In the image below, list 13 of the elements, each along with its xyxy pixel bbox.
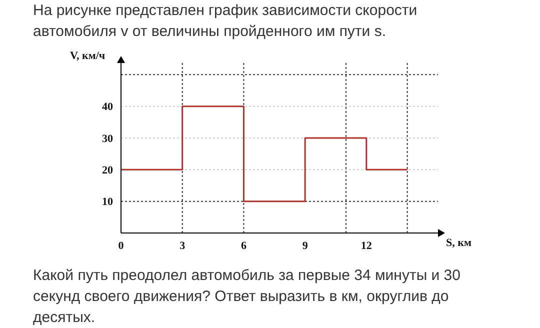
y-tick-label: 30: [102, 132, 114, 145]
y-tick-label: 10: [102, 196, 114, 208]
x-tick-label: 3: [180, 240, 186, 252]
y-tick-label: 20: [102, 164, 114, 177]
y-axis-title: V, км/ч: [70, 50, 106, 62]
chart-title: На рисунке представлен график зависимости скорости автомобиля v от величины пройденного им пути s.: [33, 1, 418, 42]
x-tick-label: 12: [360, 240, 372, 252]
x-axis-title: S, км: [446, 237, 472, 249]
text: Какой путь преодолел автомобиль за первые 34 минуты и 30 секунд своего движения? Ответ выразить в км, округлив до десятых.: [33, 266, 462, 328]
x-tick-label: 0: [118, 240, 124, 252]
x-tick-label: 6: [240, 240, 247, 252]
y-tick-label: 40: [102, 101, 114, 114]
x-tick-label: 9: [302, 240, 308, 252]
